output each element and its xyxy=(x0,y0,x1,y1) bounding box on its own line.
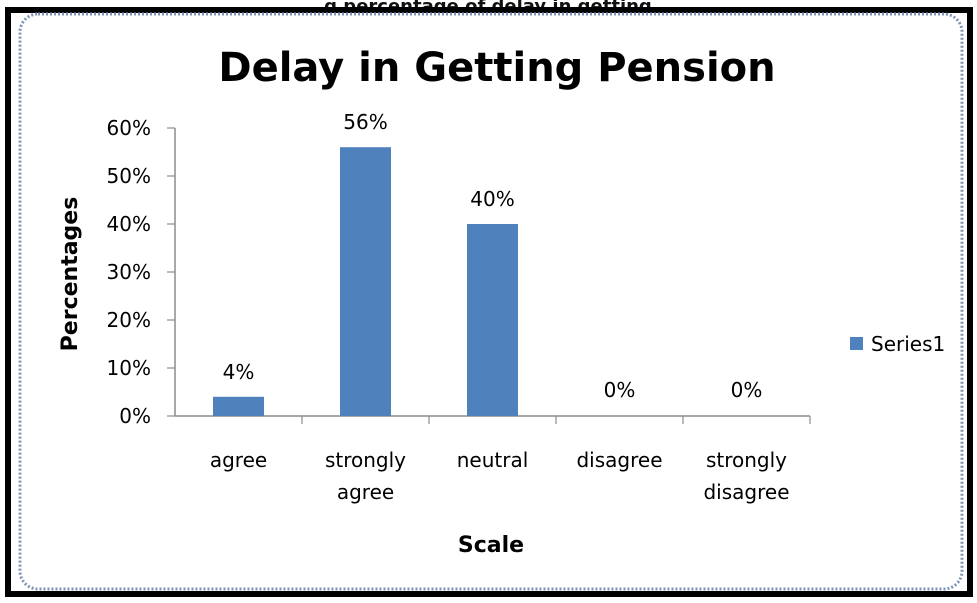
ticks-layer: 0% 10% 20% 30% 40% 50% 60% agree strongly agree ne… xyxy=(107,116,811,504)
category-label-line: strongly xyxy=(706,448,787,472)
category-label-1: strongly agree xyxy=(325,448,406,504)
category-label-line: agree xyxy=(210,448,267,472)
x-axis-label: Scale xyxy=(458,533,524,558)
category-label-0: agree xyxy=(210,448,267,472)
y-tick-label: 50% xyxy=(107,164,151,188)
category-label-line: disagree xyxy=(703,480,789,504)
data-label-0: 4% xyxy=(223,360,255,384)
category-label-line: strongly xyxy=(325,448,406,472)
bars-layer xyxy=(213,147,518,416)
y-tick-label: 60% xyxy=(107,116,151,140)
data-label-3: 0% xyxy=(604,378,636,402)
legend: Series1 xyxy=(850,332,945,356)
y-axis-label: Percentages xyxy=(58,197,83,352)
data-label-1: 56% xyxy=(343,110,387,134)
category-label-line: neutral xyxy=(457,448,529,472)
y-tick-label: 40% xyxy=(107,212,151,236)
legend-label: Series1 xyxy=(871,332,945,356)
labels-layer: 4% 56% 40% 0% 0% xyxy=(223,110,763,402)
chart-title: Delay in Getting Pension xyxy=(218,45,775,91)
category-label-4: strongly disagree xyxy=(703,448,789,504)
y-tick-label: 30% xyxy=(107,260,151,284)
category-label-3: disagree xyxy=(576,448,662,472)
bar-0 xyxy=(213,396,264,416)
y-tick-label: 20% xyxy=(107,308,151,332)
bar-1 xyxy=(340,147,391,416)
category-label-line: disagree xyxy=(576,448,662,472)
data-label-2: 40% xyxy=(470,187,514,211)
y-tick-label: 0% xyxy=(119,404,151,428)
legend-swatch xyxy=(850,337,863,350)
category-label-line: agree xyxy=(337,480,394,504)
category-label-2: neutral xyxy=(457,448,529,472)
bar-2 xyxy=(467,224,518,416)
y-tick-label: 10% xyxy=(107,356,151,380)
data-label-4: 0% xyxy=(731,378,763,402)
